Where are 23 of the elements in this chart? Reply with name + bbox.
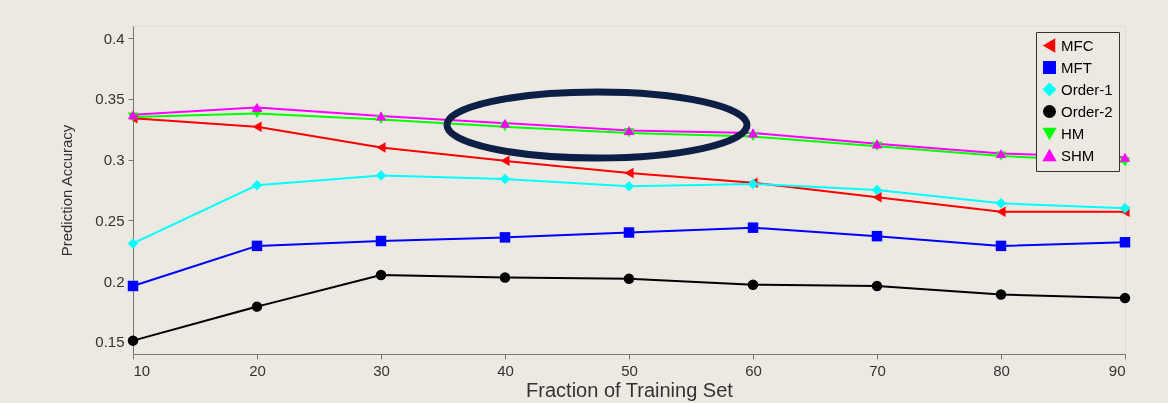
x-tick-label: 80: [993, 361, 1010, 379]
x-tick-label: 90: [1108, 361, 1126, 379]
x-tick-label: 70: [869, 361, 886, 379]
x-tick-label: 30: [373, 361, 390, 379]
legend-label: MFT: [1061, 58, 1092, 76]
legend-label: HM: [1061, 124, 1085, 142]
y-tick-label: 0.2: [103, 272, 125, 290]
y-axis-title: Prediction Accuracy: [58, 124, 76, 257]
x-tick-label: 40: [497, 361, 514, 379]
y-tick-label: 0.35: [95, 90, 125, 108]
y-tick-label: 0.25: [95, 211, 125, 229]
x-tick-label: 10: [133, 361, 151, 379]
legend-label: MFC: [1061, 36, 1094, 54]
x-tick-label: 60: [745, 361, 762, 379]
legend-label: Order-2: [1061, 102, 1113, 120]
legend-label: SHM: [1061, 146, 1095, 164]
x-axis-title: Fraction of Training Set: [526, 378, 734, 401]
x-tick-label: 50: [621, 361, 638, 379]
x-tick-label: 20: [249, 361, 266, 379]
y-tick-label: 0.3: [103, 151, 125, 169]
y-tick-label: 0.4: [103, 29, 125, 47]
y-tick-label: 0.15: [95, 333, 125, 351]
legend-label: Order-1: [1061, 80, 1113, 98]
